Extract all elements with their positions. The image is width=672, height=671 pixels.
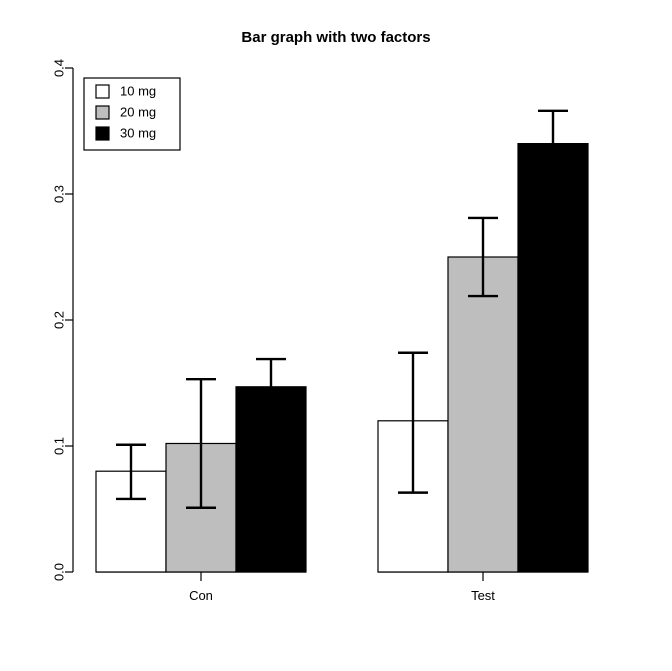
y-axis-tick-label: 0.0 bbox=[52, 563, 67, 581]
y-axis-tick-label: 0.4 bbox=[52, 59, 67, 77]
legend-label: 30 mg bbox=[120, 125, 156, 140]
y-axis-tick-label: 0.1 bbox=[52, 437, 67, 455]
error-bar bbox=[186, 378, 216, 509]
bar bbox=[377, 420, 449, 573]
error-bar bbox=[468, 216, 498, 298]
error-bar bbox=[398, 351, 428, 494]
legend-swatch bbox=[95, 126, 110, 141]
error-bar bbox=[538, 109, 568, 181]
bars-layer bbox=[95, 143, 589, 573]
error-bars-layer bbox=[116, 109, 568, 509]
error-bar bbox=[256, 357, 286, 421]
y-axis: 0.0 0.1 0.2 0.3 0.4 bbox=[52, 59, 74, 581]
bar bbox=[447, 256, 519, 573]
x-axis-tick-label: Test bbox=[471, 588, 495, 603]
legend-swatch bbox=[95, 84, 110, 99]
legend-label: 20 mg bbox=[120, 104, 156, 119]
chart-legend: 10 mg 20 mg 30 mg bbox=[83, 77, 181, 151]
legend-swatch bbox=[95, 105, 110, 120]
error-bar bbox=[116, 443, 146, 501]
x-axis: Con Test bbox=[96, 571, 588, 603]
y-axis-tick-label: 0.2 bbox=[52, 311, 67, 329]
y-axis-tick-label: 0.3 bbox=[52, 185, 67, 203]
legend-label: 10 mg bbox=[120, 83, 156, 98]
page-title: Bar graph with two factors bbox=[241, 29, 431, 46]
x-axis-tick-label: Con bbox=[189, 588, 213, 603]
bar bbox=[517, 143, 589, 573]
